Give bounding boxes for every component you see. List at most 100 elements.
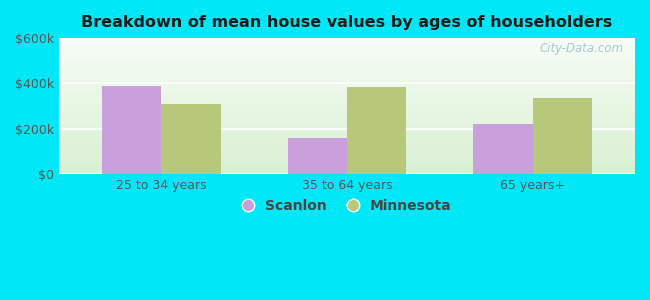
Bar xyxy=(347,87,406,174)
Bar xyxy=(59,163,635,164)
Bar xyxy=(59,99,635,100)
Bar xyxy=(59,136,635,137)
Bar xyxy=(59,120,635,121)
Bar xyxy=(59,147,635,148)
Bar xyxy=(59,96,635,97)
Bar xyxy=(59,133,635,134)
Bar xyxy=(59,63,635,64)
Bar xyxy=(59,44,635,45)
Bar xyxy=(59,141,635,142)
Bar xyxy=(59,139,635,140)
Bar xyxy=(59,94,635,95)
Bar xyxy=(59,46,635,47)
Bar xyxy=(59,39,635,40)
Bar xyxy=(59,129,635,130)
Bar xyxy=(59,78,635,79)
Bar xyxy=(59,70,635,71)
Bar xyxy=(59,161,635,162)
Bar xyxy=(59,85,635,86)
Bar xyxy=(59,119,635,120)
Bar xyxy=(59,87,635,88)
Bar xyxy=(59,47,635,48)
Bar xyxy=(59,42,635,43)
Bar xyxy=(59,40,635,41)
Bar xyxy=(59,79,635,80)
Bar xyxy=(59,98,635,99)
Bar xyxy=(59,152,635,153)
Bar xyxy=(59,140,635,141)
Bar xyxy=(59,130,635,131)
Bar xyxy=(59,172,635,173)
Bar xyxy=(59,110,635,111)
Bar xyxy=(59,127,635,128)
Bar xyxy=(473,124,533,174)
Bar xyxy=(59,122,635,123)
Text: City-Data.com: City-Data.com xyxy=(540,42,623,55)
Bar xyxy=(59,153,635,154)
Bar xyxy=(59,95,635,96)
Bar xyxy=(59,74,635,75)
Bar xyxy=(59,170,635,171)
Bar xyxy=(59,165,635,166)
Bar xyxy=(59,104,635,105)
Bar xyxy=(59,137,635,138)
Bar xyxy=(59,80,635,81)
Bar xyxy=(59,72,635,73)
Bar xyxy=(59,38,635,39)
Bar xyxy=(59,45,635,46)
Bar xyxy=(59,67,635,68)
Bar xyxy=(59,53,635,54)
Bar xyxy=(59,64,635,65)
Bar xyxy=(59,166,635,167)
Bar xyxy=(59,116,635,117)
Bar xyxy=(59,126,635,127)
Bar xyxy=(59,124,635,125)
Bar xyxy=(59,150,635,151)
Bar xyxy=(59,82,635,83)
Bar xyxy=(59,105,635,106)
Bar xyxy=(59,90,635,91)
Bar xyxy=(59,107,635,108)
Bar xyxy=(59,51,635,52)
Bar xyxy=(59,156,635,157)
Bar xyxy=(59,113,635,114)
Bar xyxy=(59,138,635,139)
Bar xyxy=(101,86,161,174)
Bar xyxy=(59,115,635,116)
Bar xyxy=(59,86,635,87)
Bar xyxy=(59,134,635,135)
Bar xyxy=(59,143,635,144)
Legend: Scanlon, Minnesota: Scanlon, Minnesota xyxy=(237,194,457,219)
Bar xyxy=(59,144,635,145)
Bar xyxy=(59,58,635,59)
Bar xyxy=(59,91,635,92)
Bar xyxy=(59,77,635,78)
Bar xyxy=(59,100,635,101)
Bar xyxy=(59,159,635,160)
Bar xyxy=(59,56,635,57)
Bar xyxy=(59,132,635,133)
Bar xyxy=(59,68,635,69)
Bar xyxy=(59,83,635,84)
Bar xyxy=(59,155,635,156)
Bar xyxy=(533,98,592,174)
Bar xyxy=(59,106,635,107)
Bar xyxy=(59,128,635,129)
Bar xyxy=(59,84,635,85)
Bar xyxy=(59,118,635,119)
Bar xyxy=(59,62,635,63)
Bar xyxy=(59,145,635,146)
Bar xyxy=(59,102,635,103)
Bar xyxy=(287,138,347,174)
Bar xyxy=(59,151,635,152)
Bar xyxy=(59,142,635,143)
Bar xyxy=(59,52,635,53)
Bar xyxy=(59,158,635,159)
Bar xyxy=(59,75,635,76)
Bar xyxy=(59,76,635,77)
Bar xyxy=(59,125,635,126)
Bar xyxy=(59,65,635,66)
Bar xyxy=(59,157,635,158)
Bar xyxy=(59,50,635,51)
Bar xyxy=(59,93,635,94)
